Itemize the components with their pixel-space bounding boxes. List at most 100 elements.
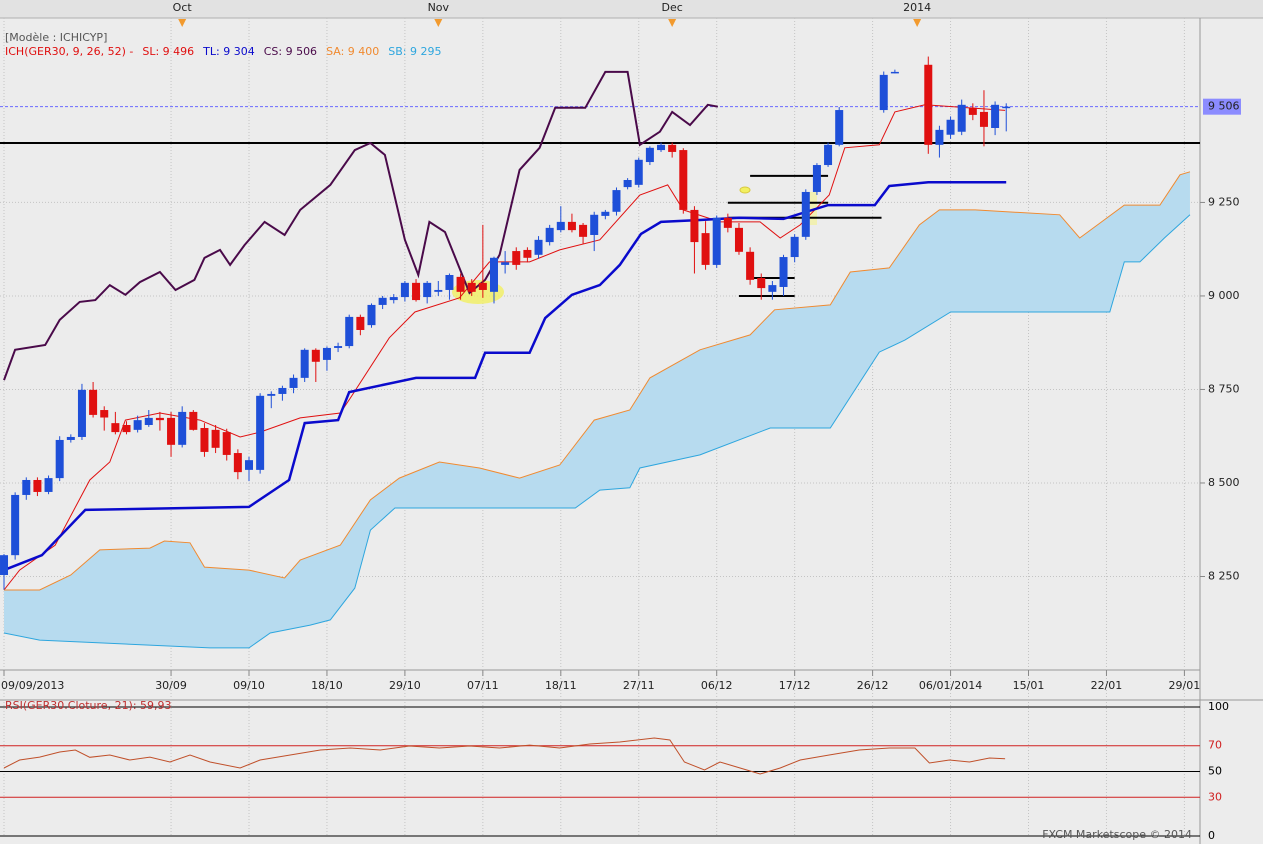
x-tick-label: 09/09/2013: [1, 679, 64, 692]
candle-body: [645, 147, 654, 163]
candle-body: [456, 276, 465, 292]
candle-body: [489, 257, 498, 292]
x-tick-label: 09/10: [233, 679, 265, 692]
candle-body: [222, 432, 231, 455]
header: [Modèle : ICHICYP]: [5, 31, 107, 44]
candle-body: [22, 479, 31, 495]
legend: ICH(GER30, 9, 26, 52) - SL: 9 496 TL: 9 30…: [5, 45, 442, 58]
legend-entry: TL: 9 304: [202, 45, 255, 58]
candle-body: [378, 297, 387, 305]
candle-body: [523, 249, 532, 258]
month-label: Dec: [662, 1, 683, 14]
candle-body: [579, 224, 588, 237]
grid-layer: [0, 18, 1205, 837]
candle-body: [1002, 106, 1011, 109]
y-tick-label: 50: [1208, 765, 1222, 778]
candle-body: [412, 282, 421, 301]
candle-body: [979, 111, 988, 127]
candle-body: [668, 144, 677, 152]
candle-body: [701, 233, 710, 265]
candle-body: [189, 411, 198, 430]
candle-body: [968, 107, 977, 115]
candle-body: [122, 424, 131, 433]
candle-body: [178, 411, 187, 445]
candle-body: [211, 429, 220, 448]
candle-body: [768, 285, 777, 292]
candle-body: [100, 410, 109, 418]
x-tick-label: 18/11: [545, 679, 577, 692]
candle-body: [534, 239, 543, 255]
last-price-label: 9 506: [1208, 100, 1240, 113]
x-tick-label: 30/09: [155, 679, 187, 692]
candle-body: [133, 420, 142, 430]
candle-body: [244, 460, 253, 470]
month-label: Oct: [173, 1, 193, 14]
candle-body: [256, 395, 265, 470]
candle-body: [66, 436, 75, 440]
candle-body: [657, 144, 666, 151]
candle-body: [77, 389, 86, 437]
candle-body: [367, 304, 376, 326]
month-label: 2014: [903, 1, 931, 14]
indicator-line: [3, 214, 1191, 649]
candle-body: [44, 478, 53, 492]
candle-body: [445, 275, 454, 290]
y-tick-label: 8 500: [1208, 476, 1240, 489]
x-tick-label: 17/12: [779, 679, 811, 692]
y-tick-label: 100: [1208, 700, 1229, 713]
month-strip: [0, 0, 1263, 18]
candle-body: [278, 387, 287, 394]
candle-body: [322, 347, 331, 360]
x-tick-label: 18/10: [311, 679, 343, 692]
x-tick-label: 29/10: [389, 679, 421, 692]
labels-layer: [Modèle : ICHICYP] Oct Nov Dec 2014 09/09/20…: [1, 1, 1241, 842]
month-marker: [434, 19, 443, 27]
month-marker: [668, 19, 677, 27]
legend-entry: CS: 9 506: [264, 45, 317, 58]
candle-body: [55, 439, 64, 479]
candle-body: [400, 282, 409, 298]
candle-body: [155, 417, 164, 421]
candle-body: [890, 71, 899, 74]
candle-body: [167, 417, 176, 445]
candle-body: [590, 214, 599, 235]
candle-body: [334, 346, 343, 348]
cloud: [4, 171, 1190, 648]
candle-body: [267, 393, 276, 396]
y-tick-label: 8 750: [1208, 382, 1240, 395]
candle-body: [924, 64, 933, 145]
candles-layer: [0, 56, 1011, 590]
indicator-line: [3, 70, 718, 381]
candle-body: [111, 423, 120, 433]
candle-body: [690, 209, 699, 243]
indicator-line: [3, 180, 1007, 572]
month-marker: [913, 19, 922, 27]
candle-body: [634, 159, 643, 185]
month-marker: [178, 19, 187, 27]
candle-body: [423, 282, 432, 298]
candle-body: [623, 179, 632, 188]
candle-body: [356, 316, 365, 330]
candle-body: [879, 74, 888, 111]
candle-body: [33, 479, 42, 492]
rsi-line: [3, 737, 1006, 775]
candle-body: [512, 251, 521, 265]
candle-body: [779, 257, 788, 287]
y-tick-label: 70: [1208, 739, 1222, 752]
x-tick-label: 27/11: [623, 679, 655, 692]
candle-body: [824, 144, 833, 166]
legend-entry: SB: 9 295: [388, 45, 441, 58]
candle-body: [545, 227, 554, 243]
legend-indicator: ICH(GER30, 9, 26, 52) -: [5, 45, 133, 58]
candle-body: [757, 277, 766, 289]
candle-body: [746, 251, 755, 280]
month-label: Nov: [428, 1, 450, 14]
candle-body: [812, 165, 821, 192]
x-tick-label: 07/11: [467, 679, 499, 692]
candle-body: [200, 427, 209, 452]
legend-entry: SA: 9 400: [326, 45, 379, 58]
candle-body: [612, 190, 621, 212]
x-tick-label: 22/01: [1091, 679, 1123, 692]
candle-body: [501, 262, 510, 265]
candle-body: [233, 453, 242, 473]
